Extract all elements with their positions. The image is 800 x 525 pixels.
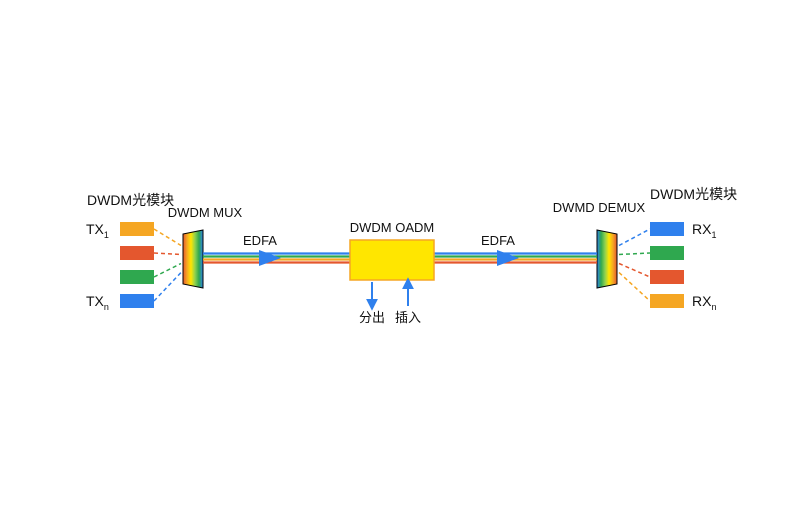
rx-module-2 [650, 270, 684, 284]
rx1-label: RX1 [692, 221, 716, 240]
rx-module-3 [650, 294, 684, 308]
tx-module-1 [120, 246, 154, 260]
tx-header: DWDM光模块 [87, 192, 174, 208]
txn-label: TXn [86, 293, 109, 312]
tx-link-0 [154, 229, 181, 246]
tx-module-2 [120, 270, 154, 284]
rx-link-0 [619, 229, 650, 246]
rx-module-1 [650, 246, 684, 260]
tx-link-3 [154, 273, 181, 302]
rxn-label: RXn [692, 293, 716, 312]
edfa2-label: EDFA [481, 233, 515, 248]
drop-label: 分出 [359, 310, 385, 325]
tx-module-3 [120, 294, 154, 308]
tx-link-2 [154, 264, 181, 278]
tx-link-1 [154, 253, 181, 255]
dwdm-diagram: DWDM光模块 DWDM光模块 TX1 TXn RX1 RXn DWDM MUX DWMD D… [0, 0, 800, 525]
rx-module-0 [650, 222, 684, 236]
tx-module-0 [120, 222, 154, 236]
demux-label: DWMD DEMUX [553, 200, 646, 215]
oadm [350, 240, 434, 280]
tx1-label: TX1 [86, 221, 109, 240]
mux-label: DWDM MUX [168, 205, 243, 220]
rx-header: DWDM光模块 [650, 186, 737, 202]
rx-link-2 [619, 264, 650, 278]
rx-link-1 [619, 253, 650, 255]
mux [183, 230, 203, 288]
edfa1-label: EDFA [243, 233, 277, 248]
demux [597, 230, 617, 288]
oadm-label: DWDM OADM [350, 220, 435, 235]
rx-link-3 [619, 273, 650, 302]
add-label: 插入 [395, 310, 421, 325]
